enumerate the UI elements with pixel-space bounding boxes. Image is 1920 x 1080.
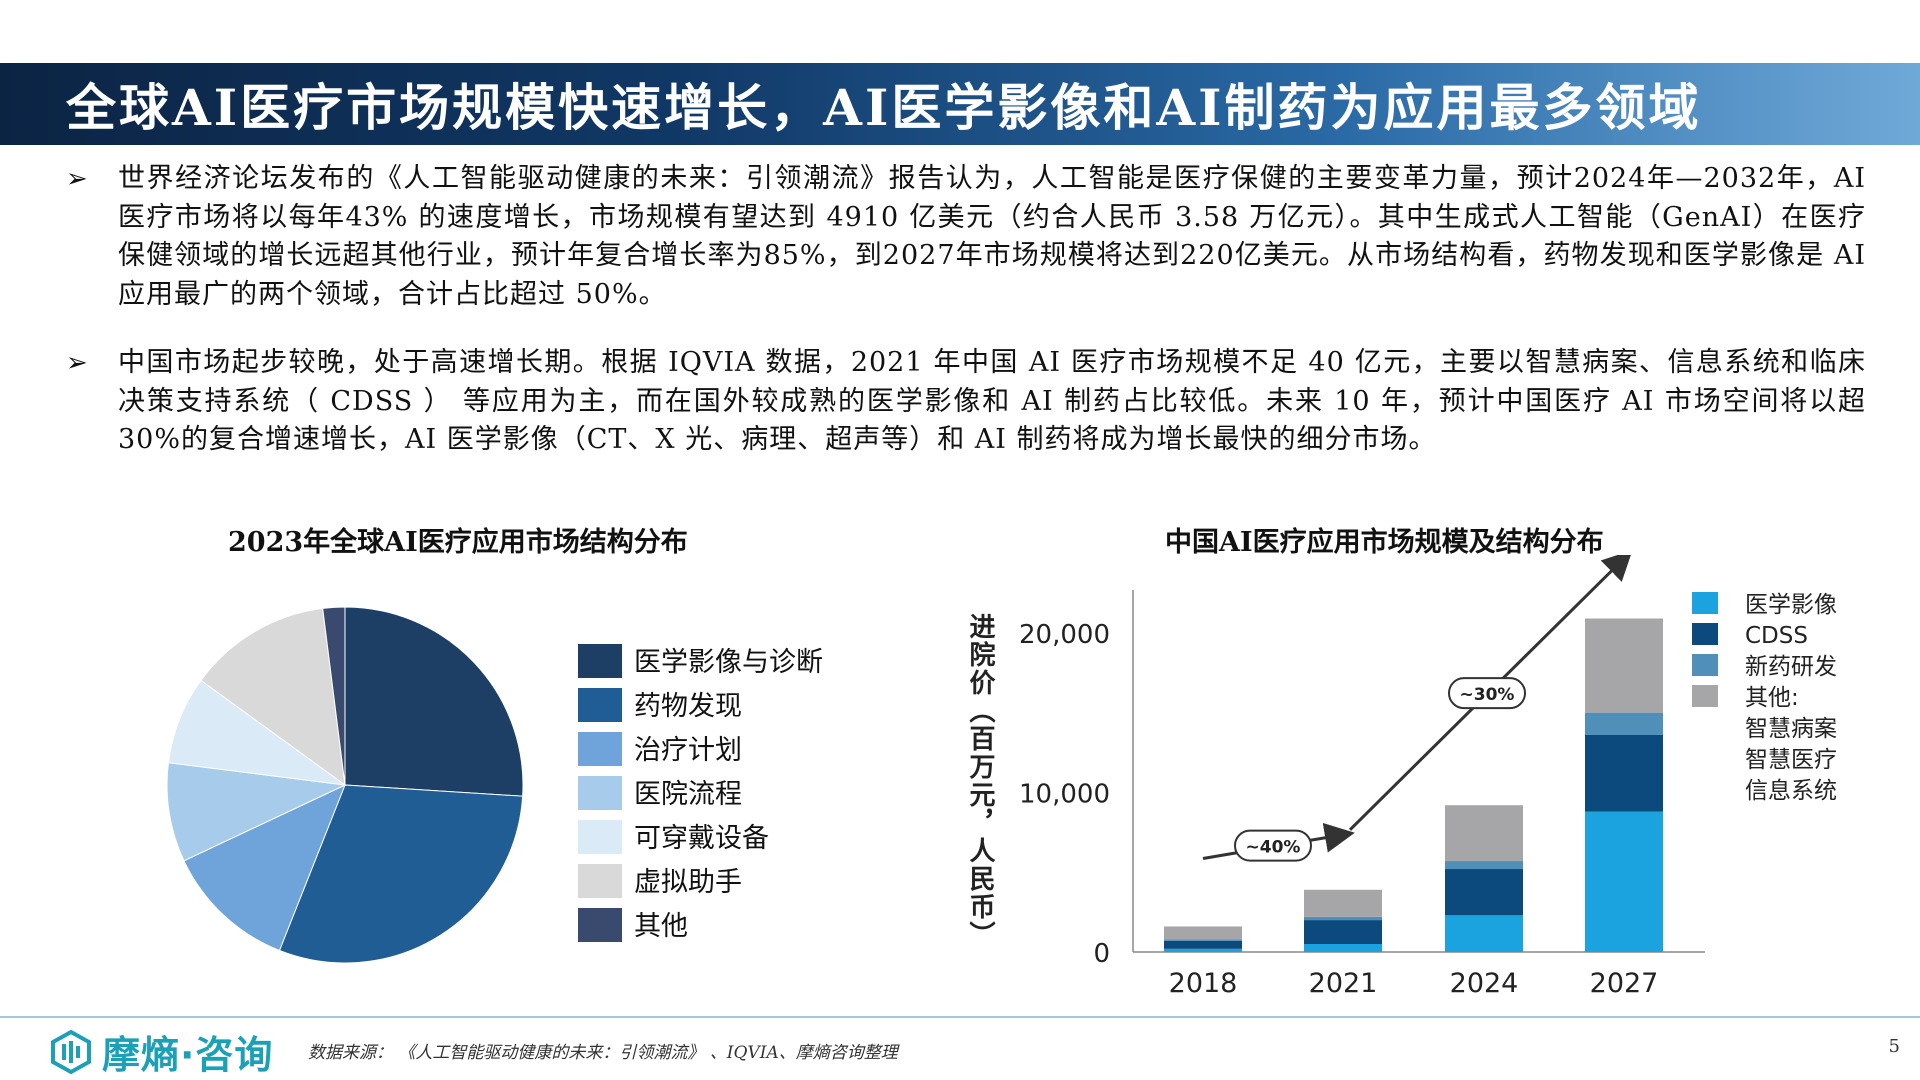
bar-segment bbox=[1585, 811, 1663, 952]
bar-segment bbox=[1164, 948, 1242, 952]
legend-swatch bbox=[1692, 654, 1718, 676]
pie-slice bbox=[278, 784, 524, 964]
legend-label: 医学影像 bbox=[1745, 592, 1837, 618]
bar-segment bbox=[1304, 944, 1382, 952]
legend-swatch bbox=[578, 732, 622, 766]
legend-label: 药物发现 bbox=[634, 691, 742, 722]
legend-label: 其他 bbox=[634, 911, 688, 942]
legend-label: 医院流程 bbox=[634, 779, 742, 810]
growth-rate-badge bbox=[1448, 677, 1526, 710]
legend-swatch bbox=[578, 776, 622, 810]
pie-slice bbox=[167, 679, 346, 786]
bar-segment bbox=[1585, 734, 1663, 812]
x-tick-label: 2024 bbox=[1450, 968, 1519, 999]
bar-segment bbox=[1445, 915, 1523, 952]
bullet-item: ➢ 中国市场起步较晚，处于高速增长期。根据 IQVIA 数据，2021 年中国 … bbox=[66, 344, 1866, 460]
bar-segment bbox=[1304, 920, 1382, 945]
pie-slice bbox=[183, 784, 346, 952]
bar-segment bbox=[1164, 940, 1242, 949]
page-title: 全球AI医疗市场规模快速增长，AI医学影像和AI制药为应用最多领域 bbox=[66, 78, 1702, 137]
pie-slice bbox=[200, 607, 346, 787]
bar-segment bbox=[1585, 618, 1663, 713]
page-number: 5 bbox=[1888, 1036, 1900, 1057]
legend-label: 信息系统 bbox=[1745, 778, 1837, 804]
pie-slice bbox=[322, 606, 346, 786]
bar-segment bbox=[1445, 861, 1523, 870]
bar-segment bbox=[1164, 939, 1242, 941]
pie-chart-title: 2023年全球AI医疗应用市场结构分布 bbox=[228, 527, 688, 558]
bullet-item: ➢ 世界经济论坛发布的《人工智能驱动健康的未来：引领潮流》报告认为，人工智能是医… bbox=[66, 160, 1866, 314]
legend-swatch bbox=[578, 908, 622, 942]
growth-rate-label: ~40% bbox=[1246, 838, 1301, 858]
legend-swatch bbox=[1692, 685, 1718, 707]
legend-swatch bbox=[578, 864, 622, 898]
legend-swatch bbox=[1692, 623, 1718, 645]
y-tick-label: 0 bbox=[1093, 939, 1110, 969]
legend-label: 医学影像与诊断 bbox=[634, 647, 823, 678]
legend-label: 虚拟助手 bbox=[634, 867, 742, 898]
bar-segment bbox=[1445, 869, 1523, 916]
growth-rate-label: ~30% bbox=[1460, 685, 1515, 705]
data-source-note: 数据来源： 《人工智能驱动健康的未来：引领潮流》 、IQVIA、摩熵咨询整理 bbox=[308, 1043, 898, 1063]
title-bar: 全球AI医疗市场规模快速增长，AI医学影像和AI制药为应用最多领域 bbox=[0, 63, 1920, 145]
legend-label: 新药研发 bbox=[1745, 654, 1837, 680]
y-axis-label: 进院价（百万元，人民币） bbox=[965, 613, 995, 949]
bar-chart: 0 10,000 20,000 进院价（百万元，人民币） 2018 2021 2024 202… bbox=[965, 555, 1837, 999]
y-tick-label: 20,000 bbox=[1019, 620, 1110, 650]
footer-divider bbox=[0, 1016, 1920, 1018]
moshang-logo-icon bbox=[51, 1029, 91, 1074]
legend-label: CDSS bbox=[1745, 623, 1808, 649]
growth-rate-badge bbox=[1234, 829, 1312, 862]
arrow-bullet-icon: ➢ bbox=[66, 348, 88, 378]
bar-segment bbox=[1445, 805, 1523, 862]
pie-slice bbox=[344, 606, 524, 797]
x-tick-label: 2018 bbox=[1169, 968, 1238, 999]
legend-label: 治疗计划 bbox=[634, 735, 742, 766]
legend-swatch bbox=[578, 644, 622, 678]
bar-segment bbox=[1304, 916, 1382, 921]
bar-chart-title: 中国AI医疗应用市场规模及结构分布 bbox=[1165, 527, 1604, 558]
y-tick-label: 10,000 bbox=[1019, 779, 1110, 809]
legend-swatch bbox=[578, 820, 622, 854]
pie-slice bbox=[166, 762, 347, 862]
brand-logo: 摩熵·咨询 bbox=[48, 1024, 273, 1079]
legend-swatch bbox=[1692, 592, 1718, 614]
bullet-text: 世界经济论坛发布的《人工智能驱动健康的未来：引领潮流》报告认为，人工智能是医疗保… bbox=[118, 163, 1866, 310]
legend-label: 智慧病案 bbox=[1745, 716, 1837, 742]
arrow-bullet-icon: ➢ bbox=[66, 164, 88, 194]
legend-label: 智慧医疗 bbox=[1745, 747, 1837, 773]
bar-segment bbox=[1585, 712, 1663, 735]
x-tick-label: 2027 bbox=[1590, 968, 1659, 999]
x-tick-label: 2021 bbox=[1309, 968, 1378, 999]
legend-label: 可穿戴设备 bbox=[634, 823, 769, 854]
bar-segment bbox=[1164, 926, 1242, 940]
logo-text: 摩熵·咨询 bbox=[102, 1033, 274, 1077]
bullet-text: 中国市场起步较晚，处于高速增长期。根据 IQVIA 数据，2021 年中国 AI… bbox=[118, 347, 1866, 455]
legend-swatch bbox=[578, 688, 622, 722]
bar-segment bbox=[1304, 889, 1382, 917]
bullet-list: ➢ 世界经济论坛发布的《人工智能驱动健康的未来：引领潮流》报告认为，人工智能是医… bbox=[66, 160, 1866, 490]
legend-label: 其他: bbox=[1745, 685, 1799, 711]
